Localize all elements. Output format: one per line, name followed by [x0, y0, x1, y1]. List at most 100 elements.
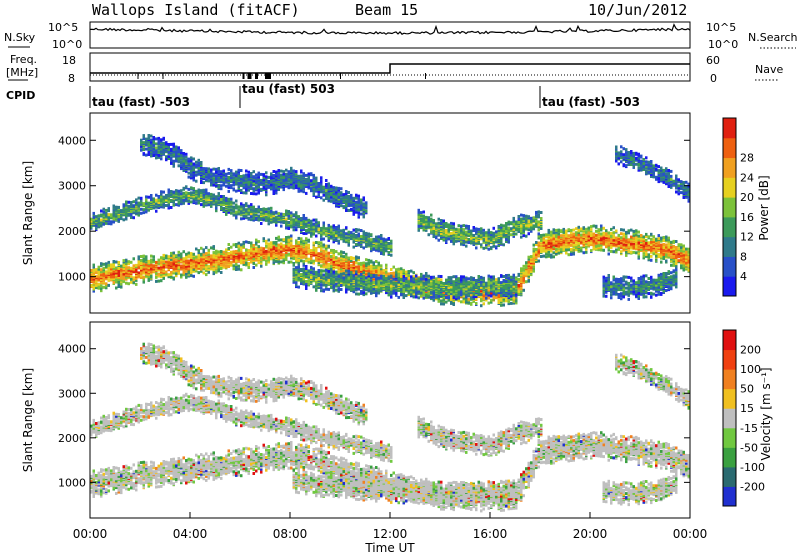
- power-cell-4108: [370, 274, 373, 277]
- power-cell-2568: [288, 210, 291, 213]
- power-cell-2940: [308, 180, 311, 183]
- power-cell-3193: [323, 250, 326, 253]
- power-cell-4607: [410, 278, 413, 281]
- power-cell-4317: [385, 271, 388, 274]
- power-cell-1920: [243, 241, 246, 244]
- power-cell-2130: [258, 240, 261, 243]
- power-cell-311: [123, 280, 126, 283]
- power-cell-2805: [300, 175, 303, 178]
- power-cell-4191: [375, 274, 378, 277]
- power-cell-2443: [280, 245, 283, 248]
- power-cell-1257: [193, 158, 196, 161]
- power-cell-4228: [378, 277, 381, 280]
- power-cell-846: [165, 155, 168, 158]
- power-cell-3689: [348, 195, 351, 198]
- power-cell-2104: [255, 192, 258, 195]
- power-cell-3205: [323, 199, 326, 202]
- power-cell-3547: [340, 187, 343, 190]
- power-cell-2045: [253, 262, 256, 265]
- power-cell-1744: [228, 176, 231, 179]
- power-cell-1046: [180, 256, 183, 259]
- power-cell-2578: [288, 170, 291, 173]
- power-cell-4432: [393, 278, 396, 281]
- power-cell-111: [100, 268, 103, 271]
- power-cell-3820: [355, 234, 358, 237]
- power-cell-3638: [345, 190, 348, 193]
- power-cell-2731: [298, 241, 301, 244]
- power-cell-4289: [383, 247, 386, 250]
- freq-drop-6: [340, 73, 341, 79]
- power-cell-1729: [228, 209, 231, 212]
- power-cell-3275: [328, 255, 331, 258]
- power-cell-1287: [195, 161, 198, 164]
- power-cell-1302: [198, 249, 201, 252]
- power-cell-2262: [268, 222, 271, 225]
- power-cell-4539: [403, 275, 406, 278]
- power-cell-1777: [233, 264, 236, 267]
- power-cell-3276: [328, 252, 331, 255]
- power-cell-4206: [378, 262, 381, 265]
- power-cell-3680: [348, 231, 351, 234]
- power-cell-456: [135, 198, 138, 201]
- power-cell-2252: [268, 259, 271, 262]
- power-cell-1452: [208, 192, 211, 195]
- power-cell-2010: [248, 171, 251, 174]
- power-cell-2276: [268, 180, 271, 183]
- power-cell-578: [145, 138, 148, 141]
- power-cell-3480: [338, 231, 341, 234]
- power-cell-1041: [180, 265, 183, 268]
- power-cell-3243: [325, 227, 328, 230]
- power-cell-4911: [433, 235, 436, 238]
- power-cell-4909: [433, 280, 436, 283]
- power-cell-2780: [300, 237, 303, 240]
- power-cell-878: [168, 195, 171, 198]
- power-cell-3080: [315, 288, 318, 291]
- power-cell-1471: [210, 246, 213, 249]
- power-cell-3927: [360, 290, 363, 293]
- power-cell-2454: [280, 213, 283, 216]
- power-cell-3809: [355, 266, 358, 269]
- power-cell-4181: [375, 289, 378, 292]
- power-cell-1437: [208, 265, 211, 268]
- power-cell-1899: [240, 189, 243, 192]
- noise-tick-hi-right: 10^5: [706, 21, 736, 34]
- power-cell-1530: [213, 173, 216, 176]
- power-cell-1396: [205, 273, 208, 276]
- power-cell-3762: [353, 246, 356, 249]
- power-cell-2592: [290, 235, 293, 238]
- power-cell-3984: [363, 278, 366, 281]
- power-cell-4907: [433, 285, 436, 288]
- power-cell-4901: [433, 296, 436, 299]
- power-cell-1422: [205, 189, 208, 192]
- power-cell-4735: [420, 211, 423, 214]
- power-cell-3651: [345, 270, 348, 273]
- power-cell-3916: [360, 235, 363, 238]
- power-cell-2215: [265, 263, 268, 266]
- power-cell-685: [155, 276, 158, 279]
- power-cell-4834: [428, 279, 431, 282]
- power-cell-3906: [360, 262, 363, 265]
- power-cell-190: [108, 213, 111, 216]
- power-cell-1024: [178, 190, 181, 193]
- power-cell-338: [123, 203, 126, 206]
- power-cell-4392: [390, 254, 393, 257]
- power-cell-1548: [215, 250, 218, 253]
- power-cell-4363: [388, 237, 391, 240]
- power-cell-3727: [350, 231, 353, 234]
- power-cell-1388: [203, 181, 206, 184]
- power-cell-2627: [293, 228, 296, 231]
- power-cell-1793: [233, 206, 236, 209]
- power-cell-4824: [428, 292, 431, 295]
- power-cell-2444: [280, 242, 283, 245]
- power-cell-4015: [365, 209, 368, 212]
- power-cell-3474: [338, 257, 341, 260]
- power-cell-1216: [193, 275, 196, 278]
- power-cell-3011: [313, 242, 316, 245]
- power-cell-1483: [210, 184, 213, 187]
- power-cell-423: [133, 216, 136, 219]
- power-cell-3883: [358, 198, 361, 201]
- power-cell-3130: [318, 277, 321, 280]
- power-cell-2556: [288, 236, 291, 239]
- power-cell-2814: [300, 273, 303, 276]
- power-cell-1180: [190, 271, 193, 274]
